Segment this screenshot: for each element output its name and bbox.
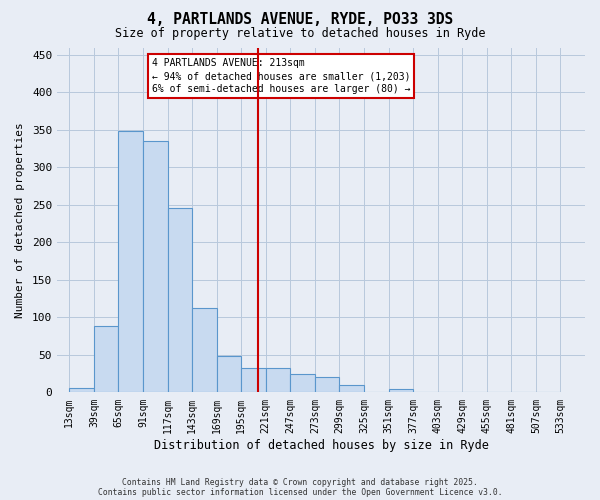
Bar <box>70 388 94 392</box>
Text: Contains HM Land Registry data © Crown copyright and database right 2025.: Contains HM Land Registry data © Crown c… <box>122 478 478 487</box>
Bar <box>167 208 192 392</box>
Bar <box>143 141 167 393</box>
Text: 4 PARTLANDS AVENUE: 213sqm
← 94% of detached houses are smaller (1,203)
6% of se: 4 PARTLANDS AVENUE: 213sqm ← 94% of deta… <box>152 58 410 94</box>
Bar <box>266 368 290 392</box>
Bar <box>290 374 315 392</box>
Bar <box>241 368 266 392</box>
Bar <box>389 390 413 392</box>
Bar <box>94 326 118 392</box>
Text: Contains public sector information licensed under the Open Government Licence v3: Contains public sector information licen… <box>98 488 502 497</box>
Bar <box>340 385 364 392</box>
Bar <box>315 376 340 392</box>
Bar <box>217 356 241 393</box>
Text: 4, PARTLANDS AVENUE, RYDE, PO33 3DS: 4, PARTLANDS AVENUE, RYDE, PO33 3DS <box>147 12 453 28</box>
Bar <box>118 130 143 392</box>
Bar <box>192 308 217 392</box>
X-axis label: Distribution of detached houses by size in Ryde: Distribution of detached houses by size … <box>154 440 488 452</box>
Y-axis label: Number of detached properties: Number of detached properties <box>15 122 25 318</box>
Text: Size of property relative to detached houses in Ryde: Size of property relative to detached ho… <box>115 28 485 40</box>
